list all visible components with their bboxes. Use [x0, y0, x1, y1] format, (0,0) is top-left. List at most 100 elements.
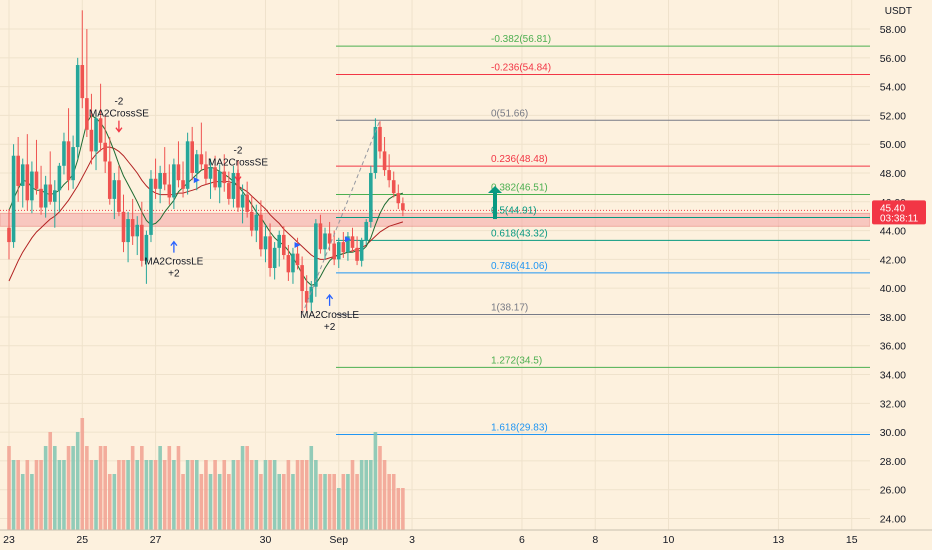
candle-body — [369, 172, 373, 222]
long-signal: MA2CrossLE+2 — [300, 293, 359, 333]
candle — [291, 247, 295, 284]
candle — [277, 230, 282, 267]
volume-bar — [20, 474, 25, 530]
signal-name-label: MA2CrossLE — [144, 257, 203, 268]
candle-body — [85, 98, 89, 130]
candle — [245, 181, 249, 218]
candle-body — [359, 240, 364, 261]
candle — [204, 151, 208, 185]
candle — [158, 165, 162, 204]
candle-body — [130, 219, 135, 237]
fib-level-label: 0.786(41.06) — [491, 261, 548, 272]
time-tick-label: 8 — [592, 534, 598, 546]
volume-bar — [387, 474, 391, 530]
volume-bar — [272, 460, 277, 530]
volume-bar — [254, 460, 259, 530]
candle-body — [373, 126, 378, 173]
candle-body — [314, 223, 318, 287]
price-tick-label: 34.00 — [880, 370, 906, 382]
strategy-signals: -2MA2CrossSEMA2CrossLE+2-2MA2CrossSEMA2C… — [89, 97, 359, 333]
volume-bar — [107, 474, 112, 530]
price-tick-label: 52.00 — [880, 110, 906, 122]
volume-bar — [204, 460, 208, 530]
candle — [181, 161, 185, 198]
candle-body — [149, 178, 153, 235]
candle-body — [89, 129, 94, 152]
candle-body — [185, 141, 190, 189]
volume-bar — [98, 446, 103, 530]
candle-body — [300, 265, 304, 292]
candle — [39, 165, 43, 215]
candle — [268, 223, 272, 277]
volume-bar — [153, 460, 158, 530]
candle-body — [382, 151, 387, 171]
signal-size-label: -2 — [114, 97, 123, 108]
candle-body — [231, 172, 236, 199]
volume-bar — [350, 460, 355, 530]
price-tick-label: 48.00 — [880, 168, 906, 180]
candle — [359, 237, 364, 267]
candle — [222, 154, 227, 192]
candle-body — [277, 234, 282, 248]
candle-body — [98, 118, 103, 143]
candle-body — [126, 219, 130, 243]
candle — [199, 122, 204, 171]
volume-bar — [66, 446, 71, 530]
candle — [401, 197, 405, 217]
candle — [176, 141, 181, 188]
volume-bar — [149, 460, 153, 530]
time-tick-label: 10 — [663, 534, 675, 546]
candle — [309, 280, 314, 312]
candle-body — [227, 183, 231, 199]
volume-bar — [121, 460, 126, 530]
candle — [304, 275, 309, 313]
candle — [382, 137, 387, 176]
volume-bar — [190, 460, 194, 530]
volume-bar — [117, 460, 121, 530]
signal-size-label: -2 — [234, 146, 243, 157]
candle — [117, 165, 121, 217]
volume-bar — [53, 446, 57, 530]
candle-body — [71, 147, 75, 181]
volume-bar — [194, 460, 199, 530]
candle-body — [144, 234, 149, 261]
candle-body — [295, 253, 300, 266]
price-tick-label: 36.00 — [880, 341, 906, 353]
price-tick-label: 30.00 — [880, 427, 906, 439]
fibonacci-retracement[interactable]: -0.382(56.81) -0.236(54.84) 0(51.66) 0.236(… — [336, 34, 870, 436]
candle — [231, 165, 236, 208]
time-tick-label: 23 — [3, 534, 15, 546]
volume-bar — [39, 460, 43, 530]
fib-level-label: -0.382(56.81) — [491, 34, 551, 45]
signal-name-label: MA2CrossLE — [300, 310, 359, 321]
candle-body — [103, 142, 107, 162]
volume-bar — [378, 446, 382, 530]
price-tick-label: 56.00 — [880, 53, 906, 65]
candle — [121, 194, 126, 253]
down-arrow-icon — [115, 120, 123, 133]
candle — [172, 158, 176, 209]
volume-bar — [162, 460, 167, 530]
candle-body — [245, 194, 249, 212]
volume-bar — [43, 446, 48, 530]
candle — [103, 115, 107, 173]
candle — [53, 180, 57, 228]
grid — [0, 0, 870, 530]
drawings — [193, 120, 502, 315]
volume-bar — [401, 488, 405, 530]
candle-body — [140, 224, 144, 261]
candle — [236, 160, 240, 212]
candle — [332, 230, 336, 266]
candle — [323, 227, 327, 260]
volume-bar — [7, 446, 11, 530]
candle-body — [217, 171, 222, 188]
candle — [66, 108, 71, 191]
time-tick-label: 3 — [409, 534, 415, 546]
candle — [48, 151, 53, 205]
candle — [11, 144, 16, 248]
candle — [112, 172, 117, 220]
volume-bar — [16, 460, 20, 530]
candle — [263, 224, 268, 263]
candle — [355, 236, 359, 266]
